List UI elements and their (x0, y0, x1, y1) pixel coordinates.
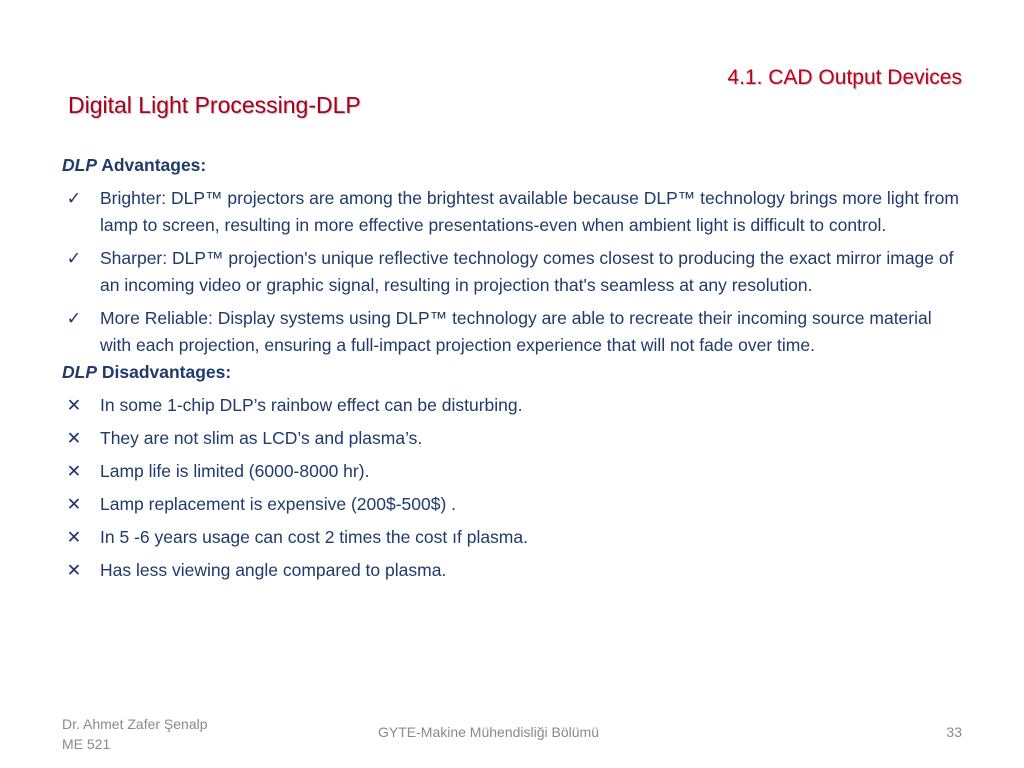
cross-icon: ✕ (66, 527, 82, 547)
disadvantage-text: They are not slim as LCD’s and plasma’s. (100, 428, 423, 448)
cross-icon: ✕ (66, 395, 82, 415)
advantage-text: Brighter: DLP™ projectors are among the … (100, 188, 959, 235)
footer-department: GYTE-Makine Mühendisliği Bölümü (378, 724, 599, 740)
disadvantage-item: ✕ Lamp life is limited (6000-8000 hr). (62, 458, 962, 485)
checkmark-icon: ✓ (66, 308, 82, 328)
disadvantage-text: Lamp life is limited (6000-8000 hr). (100, 461, 370, 481)
disadvantages-heading: DLP Disadvantages: (62, 359, 962, 386)
slide-content: DLP Advantages: ✓ Brighter: DLP™ project… (62, 152, 962, 584)
section-title: 4.1. CAD Output Devices (727, 66, 962, 89)
cross-icon: ✕ (66, 428, 82, 448)
advantage-item: ✓ Sharper: DLP™ projection's unique refl… (62, 245, 962, 299)
disadvantage-text: In 5 -6 years usage can cost 2 times the… (100, 527, 528, 547)
cross-icon: ✕ (66, 494, 82, 514)
footer-author-block: Dr. Ahmet Zafer Şenalp ME 521 (62, 714, 208, 754)
checkmark-icon: ✓ (66, 248, 82, 268)
advantages-prefix: DLP (62, 155, 97, 175)
disadvantage-item: ✕ In 5 -6 years usage can cost 2 times t… (62, 524, 962, 551)
disadvantage-text: Lamp replacement is expensive (200$-500$… (100, 494, 457, 514)
disadvantages-section: DLP Disadvantages: ✕ In some 1-chip DLP’… (62, 359, 962, 584)
advantages-heading: DLP Advantages: (62, 152, 962, 179)
advantages-section: DLP Advantages: ✓ Brighter: DLP™ project… (62, 152, 962, 359)
cross-icon: ✕ (66, 560, 82, 580)
advantage-text: More Reliable: Display systems using DLP… (100, 308, 932, 355)
advantage-item: ✓ More Reliable: Display systems using D… (62, 305, 962, 359)
disadvantage-item: ✕ Lamp replacement is expensive (200$-50… (62, 491, 962, 518)
footer-author: Dr. Ahmet Zafer Şenalp (62, 716, 208, 732)
disadvantage-item: ✕ They are not slim as LCD’s and plasma’… (62, 425, 962, 452)
cross-icon: ✕ (66, 461, 82, 481)
page-number: 33 (946, 724, 962, 740)
advantages-label: Advantages: (101, 155, 207, 175)
disadvantage-text: Has less viewing angle compared to plasm… (100, 560, 447, 580)
footer-course: ME 521 (62, 736, 111, 752)
disadvantage-text: In some 1-chip DLP’s rainbow effect can … (100, 395, 523, 415)
disadvantages-prefix: DLP (62, 362, 97, 382)
advantage-text: Sharper: DLP™ projection's unique reflec… (100, 248, 954, 295)
disadvantages-label: Disadvantages: (101, 362, 232, 382)
checkmark-icon: ✓ (66, 188, 82, 208)
advantage-item: ✓ Brighter: DLP™ projectors are among th… (62, 185, 962, 239)
disadvantage-item: ✕ Has less viewing angle compared to pla… (62, 557, 962, 584)
disadvantage-item: ✕ In some 1-chip DLP’s rainbow effect ca… (62, 392, 962, 419)
page-title: Digital Light Processing-DLP (68, 92, 361, 118)
